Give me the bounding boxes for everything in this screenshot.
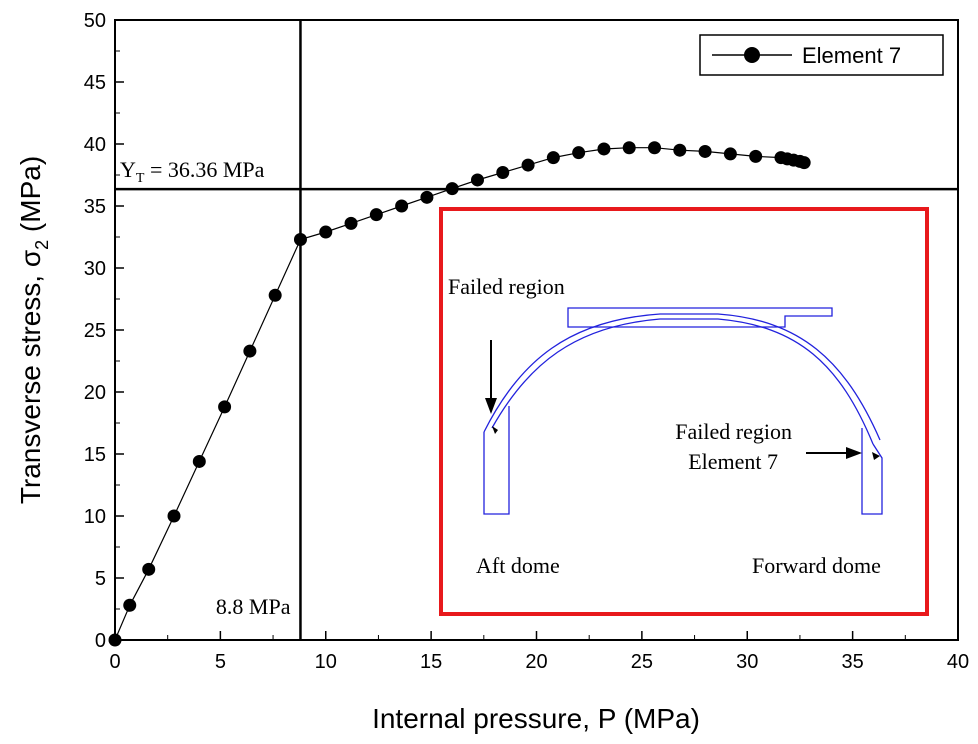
y-tick-label: 50 (84, 10, 106, 32)
inset-label-failed-region-forward: Failed region (675, 419, 792, 444)
failed-region-arrow-forward-head (846, 447, 862, 459)
data-point (218, 400, 232, 414)
x-tick-label: 10 (315, 651, 337, 673)
vessel-outer-dome (483, 313, 881, 441)
y-tick-label: 20 (84, 382, 106, 404)
series-points-element-7 (108, 141, 811, 647)
data-point (445, 182, 459, 196)
data-point (797, 156, 811, 170)
inset-label-failed-region-aft: Failed region (448, 274, 565, 299)
y-axis-title: Transverse stress, σ2 (MPa) (15, 156, 52, 504)
x-axis-title: Internal pressure, P (MPa) (372, 703, 700, 734)
aft-skirt (483, 406, 510, 515)
data-point (749, 149, 763, 163)
x-tick-label: 40 (947, 651, 969, 673)
data-point (470, 173, 484, 187)
data-point (344, 216, 358, 230)
y-tick-label: 5 (95, 568, 106, 590)
vessel-inner-dome (491, 318, 874, 445)
x-tick-label: 30 (736, 651, 758, 673)
legend-label: Element 7 (802, 43, 901, 68)
y-tick-label: 35 (84, 196, 106, 218)
data-point (420, 190, 434, 204)
data-point (673, 143, 687, 157)
data-point (597, 142, 611, 156)
pressure-vessel-drawing (483, 307, 883, 515)
vessel-top-fitting (567, 307, 833, 328)
y-tick-label: 30 (84, 258, 106, 280)
data-point (192, 454, 206, 468)
inset-label-aft-dome: Aft dome (476, 553, 560, 578)
data-point (369, 208, 383, 222)
forward-skirt (861, 428, 883, 515)
data-point (622, 141, 636, 155)
aft-failure-mark (492, 426, 498, 434)
data-point (268, 288, 282, 302)
y-tick-label: 45 (84, 72, 106, 94)
data-point (698, 144, 712, 158)
legend-marker (744, 47, 760, 63)
inset-diagram: Failed region Failed region Element 7 Af… (439, 207, 929, 616)
failed-region-arrow-aft-head (485, 398, 497, 414)
x-tick-label: 25 (631, 651, 653, 673)
data-point (293, 232, 307, 246)
y-tick-label: 10 (84, 506, 106, 528)
data-point (648, 141, 662, 155)
data-point (723, 147, 737, 161)
element-7-mark (872, 452, 880, 460)
y-tick-label: 40 (84, 134, 106, 156)
y-tick-label: 15 (84, 444, 106, 466)
x-tick-label: 35 (842, 651, 864, 673)
data-point (521, 158, 535, 172)
data-point (572, 146, 586, 160)
yield-pressure-label: 8.8 MPa (216, 594, 291, 619)
inset-label-element-7: Element 7 (688, 449, 778, 474)
y-axis-ticks: 0 5 10 15 20 25 30 35 40 45 50 (84, 10, 124, 652)
data-point (142, 562, 156, 576)
data-point (546, 151, 560, 165)
x-tick-label: 20 (525, 651, 547, 673)
data-point (123, 598, 137, 612)
yield-stress-label: YT = 36.36 MPa (120, 157, 265, 186)
x-tick-label: 5 (215, 651, 226, 673)
x-tick-label: 0 (109, 651, 120, 673)
data-point (395, 199, 409, 213)
legend: Element 7 (699, 34, 944, 76)
inset-label-forward-dome: Forward dome (752, 553, 881, 578)
data-point (496, 166, 510, 180)
data-point (108, 633, 122, 647)
y-tick-label: 25 (84, 320, 106, 342)
y-tick-label: 0 (95, 630, 106, 652)
plot-frame (114, 19, 959, 641)
data-point (167, 509, 181, 523)
data-point (243, 344, 257, 358)
x-tick-label: 15 (420, 651, 442, 673)
data-point (319, 225, 333, 239)
inset-frame (439, 207, 929, 616)
x-axis-ticks: 0 5 10 15 20 25 30 35 40 (109, 631, 969, 673)
